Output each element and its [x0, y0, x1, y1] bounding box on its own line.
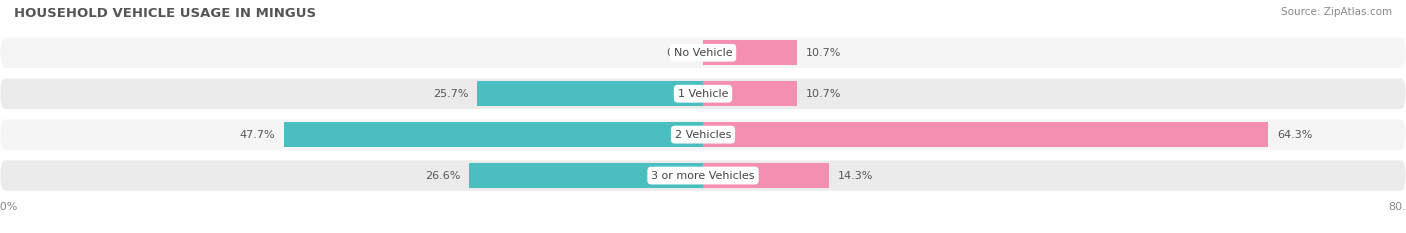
Text: 1 Vehicle: 1 Vehicle	[678, 89, 728, 99]
Text: No Vehicle: No Vehicle	[673, 48, 733, 58]
Text: 0.0%: 0.0%	[666, 48, 695, 58]
FancyBboxPatch shape	[0, 120, 1406, 150]
Text: 25.7%: 25.7%	[433, 89, 468, 99]
Bar	[470, 163, 703, 188]
Bar	[477, 81, 703, 106]
Bar	[284, 122, 703, 147]
Text: 47.7%: 47.7%	[239, 130, 276, 140]
Bar	[703, 40, 797, 65]
Text: 2 Vehicles: 2 Vehicles	[675, 130, 731, 140]
Text: 64.3%: 64.3%	[1277, 130, 1312, 140]
Text: 10.7%: 10.7%	[806, 48, 841, 58]
FancyBboxPatch shape	[0, 160, 1406, 191]
FancyBboxPatch shape	[0, 38, 1406, 68]
Text: Source: ZipAtlas.com: Source: ZipAtlas.com	[1281, 7, 1392, 17]
Bar	[703, 122, 1268, 147]
Text: 26.6%: 26.6%	[425, 171, 461, 181]
Text: 14.3%: 14.3%	[838, 171, 873, 181]
Text: 10.7%: 10.7%	[806, 89, 841, 99]
Bar	[703, 163, 828, 188]
Text: 3 or more Vehicles: 3 or more Vehicles	[651, 171, 755, 181]
Text: HOUSEHOLD VEHICLE USAGE IN MINGUS: HOUSEHOLD VEHICLE USAGE IN MINGUS	[14, 7, 316, 20]
FancyBboxPatch shape	[0, 79, 1406, 109]
Bar	[703, 81, 797, 106]
